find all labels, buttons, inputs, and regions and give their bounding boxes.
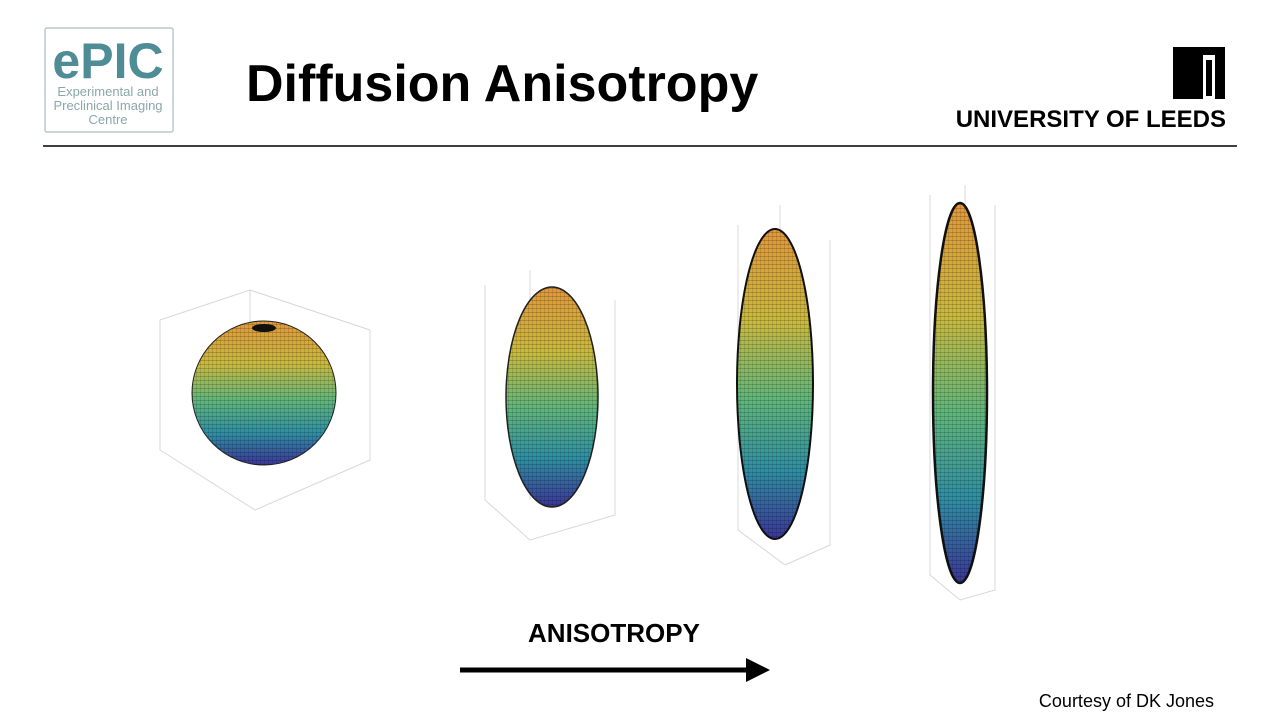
logo-line: Centre xyxy=(88,112,127,127)
logo-line: Experimental and xyxy=(57,84,158,99)
arrow-head xyxy=(746,658,770,682)
sphere-mesh xyxy=(192,321,336,465)
logo-name: ePIC xyxy=(52,33,163,89)
logo-box xyxy=(44,27,174,133)
ellipsoid-mesh xyxy=(737,229,813,539)
slide-title: Diffusion Anisotropy xyxy=(246,55,758,113)
ellipsoid-mesh xyxy=(506,287,598,507)
logo-line: Preclinical Imaging xyxy=(53,98,162,113)
university-name: UNIVERSITY OF LEEDS xyxy=(956,106,1226,133)
arrow-label: ANISOTROPY xyxy=(528,618,700,648)
university-crest xyxy=(1173,47,1225,99)
sphere-pole xyxy=(252,324,276,332)
crest-tower-detail xyxy=(1206,60,1212,96)
ellipsoids xyxy=(191,201,989,585)
credit: Courtesy of DK Jones xyxy=(1039,691,1214,711)
ellipsoid-mesh xyxy=(933,203,987,583)
